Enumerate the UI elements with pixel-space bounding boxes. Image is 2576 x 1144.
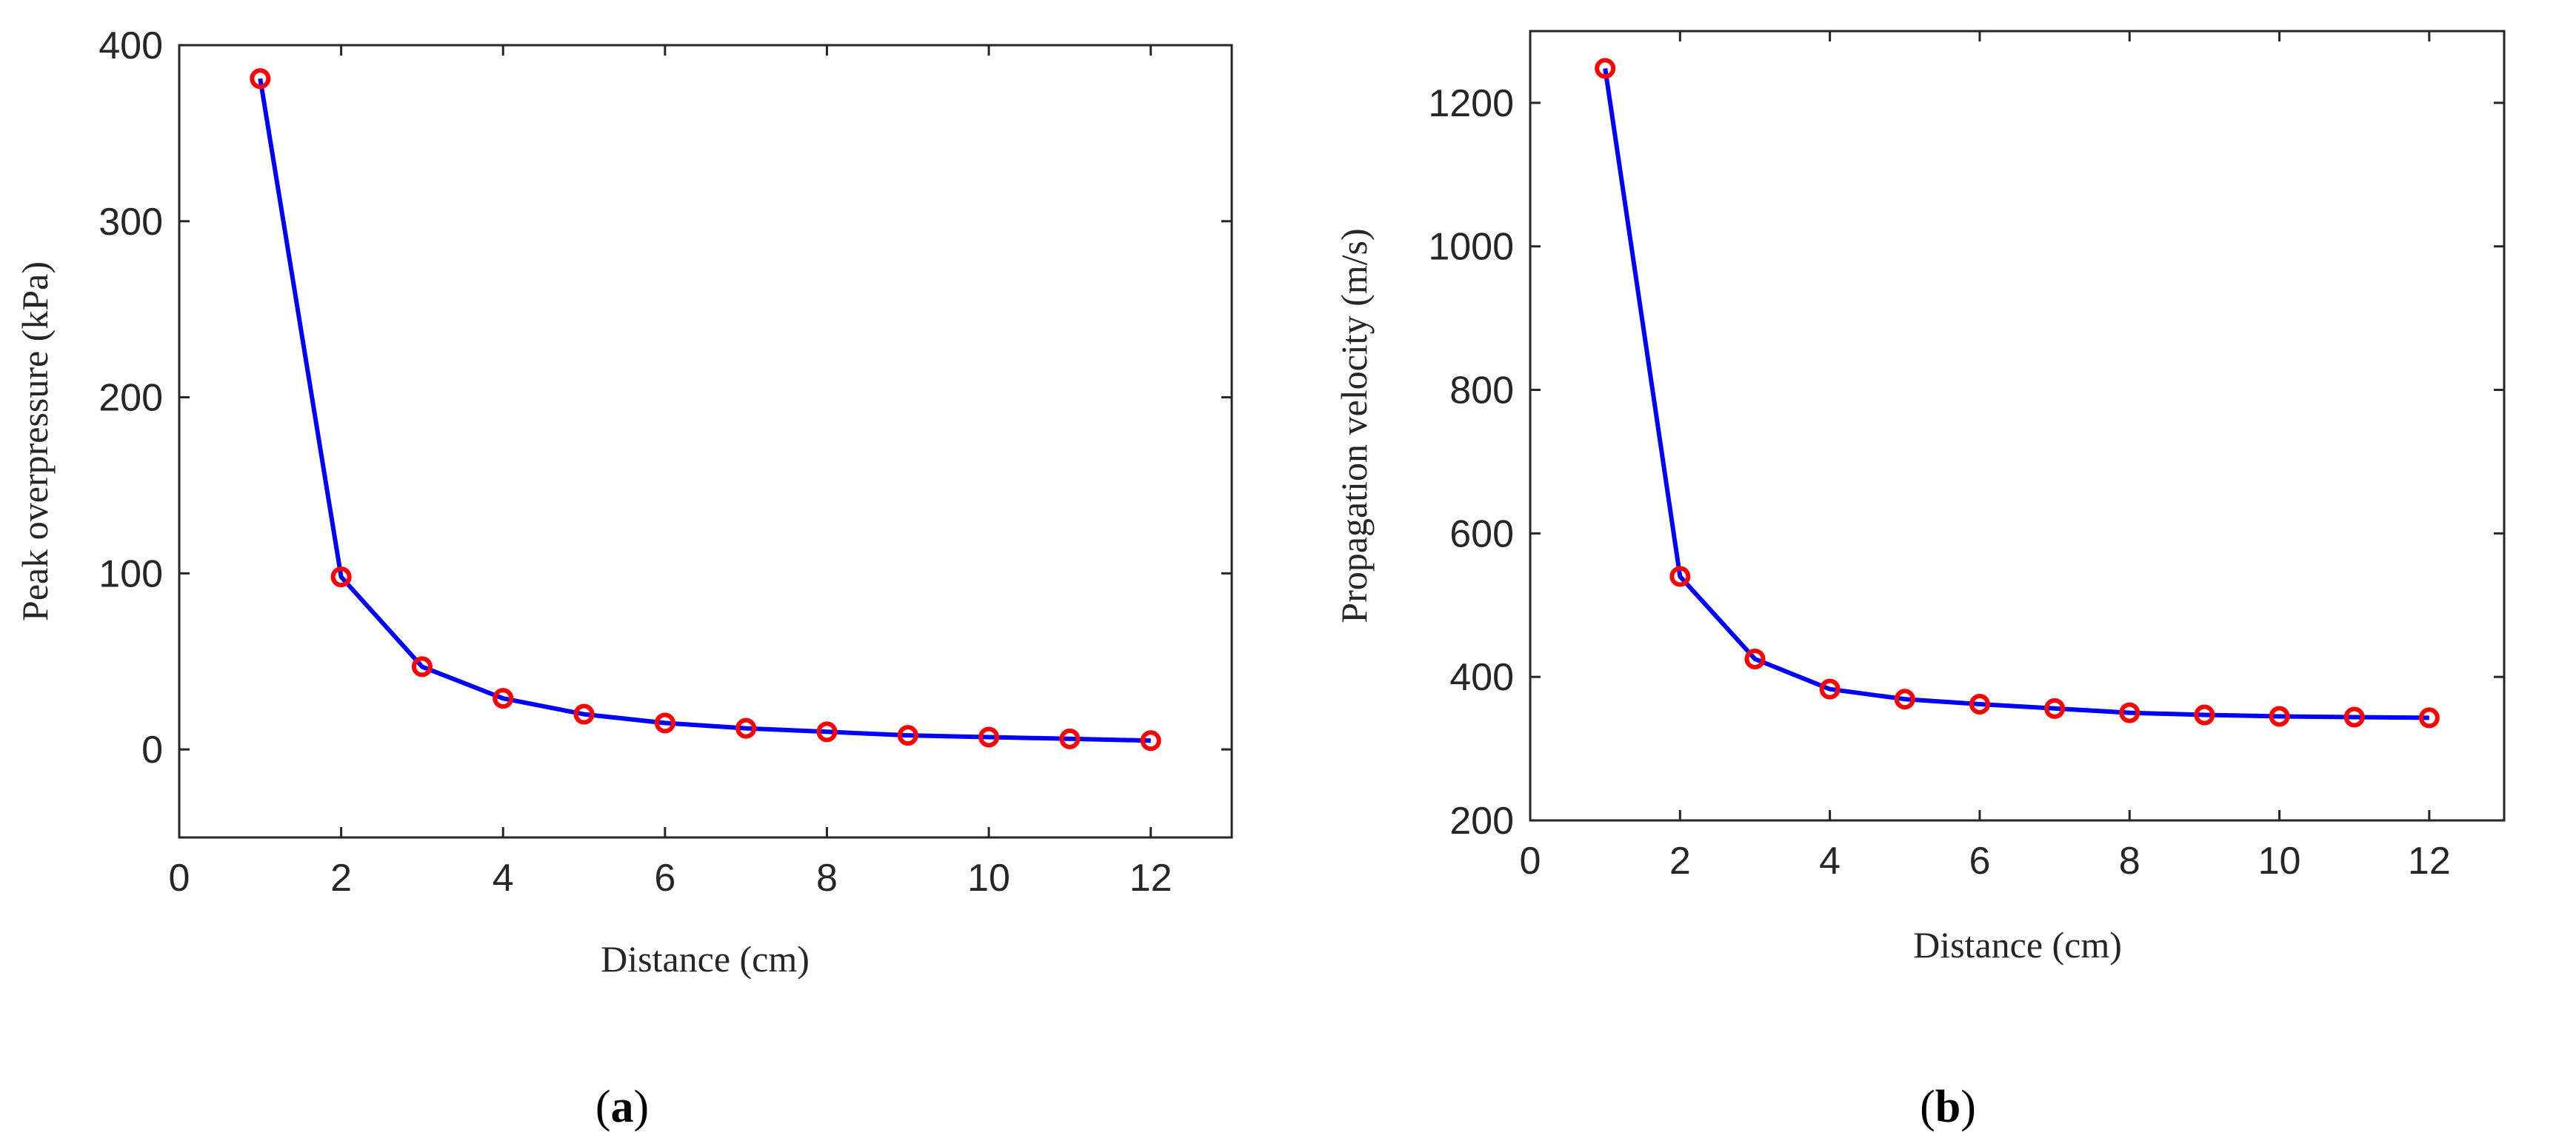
x-tick-label: 8: [816, 857, 838, 900]
x-tick-label: 10: [2258, 840, 2301, 883]
data-point: [1595, 58, 1616, 79]
data-point: [978, 726, 1000, 748]
y-tick-label: 100: [99, 552, 163, 595]
y-axis-b: 200 400 600 800 1000 1200: [1428, 82, 2504, 843]
x-tick-label: 0: [1520, 840, 1541, 883]
series-a: [250, 68, 1161, 752]
data-point: [2044, 698, 2066, 719]
data-point: [330, 566, 352, 588]
x-axis-a: 0 2 4 6 8 10 12: [169, 45, 1172, 900]
plot-frame-b: [1529, 30, 2506, 822]
y-tick-label: 1000: [1428, 226, 1514, 269]
y-tick-label: 0: [141, 729, 163, 772]
data-point: [1744, 648, 1766, 669]
x-tick-label: 6: [1969, 840, 1990, 883]
y-tick-label: 1200: [1428, 82, 1514, 125]
y-axis-a: 0 100 200 300 400: [99, 24, 1232, 772]
x-axis-b: 0 2 4 6 8 10 12: [1520, 31, 2451, 883]
y-tick-label: 300: [99, 201, 163, 244]
x-tick-label: 4: [1819, 840, 1841, 883]
data-point: [2418, 707, 2440, 729]
data-point: [2194, 704, 2215, 726]
data-point: [1669, 566, 1691, 587]
data-point: [1894, 689, 1915, 710]
y-tick-label: 400: [99, 24, 163, 67]
series-line: [1603, 67, 2429, 720]
y-tick-label: 400: [1449, 656, 1514, 699]
series-line: [258, 78, 1151, 743]
data-point: [2119, 702, 2140, 723]
panel-letter-b: b: [1935, 1082, 1961, 1132]
chart-panel-b: 0 2 4 6 8 10 12 200 400 600 800 1000 1200 Distance …: [1333, 30, 2506, 1132]
y-axis-label-b: Propagation velocity (m/s): [1333, 228, 1375, 623]
series-b: [1595, 58, 2440, 729]
y-tick-label: 600: [1449, 512, 1514, 555]
plot-frame-a: [178, 44, 1233, 839]
data-point: [1819, 678, 1841, 700]
data-point: [250, 68, 271, 90]
data-point: [573, 703, 595, 725]
panel-label-b: (b): [1920, 1082, 1976, 1132]
y-tick-label: 200: [99, 377, 163, 420]
x-tick-label: 10: [967, 857, 1010, 900]
data-point: [1140, 730, 1161, 752]
x-tick-label: 12: [2408, 840, 2451, 883]
x-tick-label: 8: [2119, 840, 2140, 883]
data-point: [2343, 706, 2365, 728]
y-tick-label: 200: [1449, 800, 1514, 843]
x-tick-label: 4: [493, 857, 514, 900]
x-tick-label: 12: [1129, 857, 1172, 900]
panel-letter-a: a: [611, 1082, 634, 1132]
y-axis-label-a: Peak overpressure (kPa): [14, 261, 56, 621]
data-point: [897, 725, 918, 746]
data-point: [411, 656, 433, 678]
x-tick-label: 0: [169, 857, 190, 900]
data-point: [1059, 728, 1081, 749]
chart-panel-a: 0 2 4 6 8 10 12 0 100 200 300 400 Distance (cm) Pe…: [14, 24, 1233, 1132]
data-point: [654, 712, 675, 734]
y-tick-label: 800: [1449, 369, 1514, 412]
x-axis-label-a: Distance (cm): [601, 938, 810, 980]
x-tick-label: 2: [1669, 840, 1691, 883]
x-tick-label: 6: [654, 857, 675, 900]
data-point: [2269, 706, 2290, 727]
data-point: [1969, 694, 1990, 715]
data-point: [735, 717, 757, 739]
panel-label-a: (a): [595, 1082, 649, 1132]
data-point: [493, 688, 514, 709]
data-point: [816, 721, 838, 743]
x-axis-label-b: Distance (cm): [1913, 924, 2122, 966]
x-tick-label: 2: [330, 857, 352, 900]
